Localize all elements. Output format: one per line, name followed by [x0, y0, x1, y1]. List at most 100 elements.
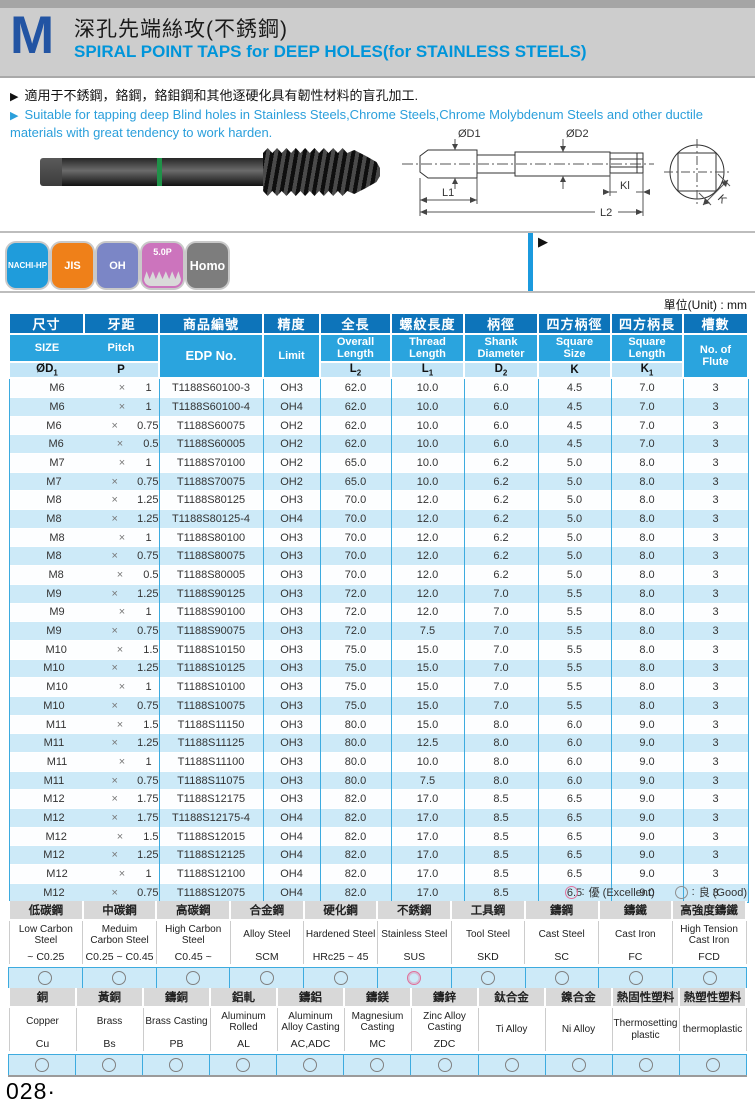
- cell-square-size: 5.0: [538, 527, 612, 547]
- times-symbol: ×: [111, 774, 118, 787]
- cell-square-size: 5.0: [538, 490, 612, 510]
- cell-shank-diameter: 7.0: [464, 695, 539, 716]
- badge-label: Homo: [189, 258, 226, 273]
- cell-edp: T1188S10100: [159, 677, 264, 697]
- size-value: M8: [46, 550, 62, 563]
- cell-edp: T1188S10125: [159, 658, 264, 678]
- col-sqsize-sym: K: [537, 360, 612, 380]
- material-name-zh: 鑄銅: [142, 988, 211, 1008]
- cell-overall-length: 80.0: [320, 752, 392, 772]
- col-pitch-sym: P: [84, 360, 160, 380]
- cell-size-pitch: M9 × 0.75: [8, 621, 160, 641]
- cell-limit: OH4: [263, 826, 321, 846]
- pitch-value: 1: [145, 606, 152, 619]
- cell-limit: OH4: [263, 396, 321, 417]
- col-threadlen-sym: L1: [390, 360, 465, 380]
- pitch-value: 1: [145, 868, 152, 881]
- material-row-code: ~ C0.25 C0.25 ~ C0.45 C0.45 ~ SCM HRc25 ~ 45…: [8, 949, 747, 964]
- cell-square-size: 5.0: [538, 565, 612, 585]
- material-code: SC: [524, 949, 599, 964]
- cell-square-size: 4.5: [538, 434, 612, 454]
- material-name-en: Alloy Steel: [229, 920, 305, 949]
- material-code: C0.45 ~: [155, 949, 231, 964]
- times-symbol: ×: [111, 662, 118, 675]
- material-code: ZDC: [410, 1036, 479, 1051]
- material-name-en: High Carbon Steel: [155, 920, 231, 949]
- cell-edp: T1188S60075: [159, 415, 264, 435]
- good-circle-icon: [705, 1057, 720, 1072]
- cell-limit: OH3: [263, 695, 321, 716]
- cell-overall-length: 62.0: [320, 378, 392, 398]
- col-pitch-zh: 牙距: [83, 312, 160, 335]
- good-circle-icon: [102, 1057, 117, 1072]
- material-table-1: 低碳鋼 中碳鋼 高碳鋼 合金鋼 硬化鋼 不銹鋼 工具鋼 鑄鋼 鑄鐵 高強度鑄鐵 Low Carbon…: [8, 901, 747, 989]
- badge-label: OH: [109, 259, 126, 272]
- cell-thread-length: 12.5: [391, 733, 465, 753]
- unit-note: 單位(Unit) : mm: [663, 298, 747, 312]
- good-circle-icon: [35, 1057, 50, 1072]
- cell-flutes: 3: [683, 565, 749, 585]
- pointer-icon: ▶: [538, 234, 548, 249]
- rating-cell: [376, 967, 452, 989]
- cell-square-length: 9.0: [611, 864, 684, 884]
- material-code: AL: [209, 1036, 278, 1051]
- cell-flutes: 3: [683, 770, 749, 790]
- cell-overall-length: 75.0: [320, 677, 392, 697]
- cell-limit: OH3: [263, 378, 321, 398]
- cell-overall-length: 75.0: [320, 639, 392, 660]
- cell-overall-length: 82.0: [320, 845, 392, 865]
- cell-size-pitch: M8 × 1: [8, 527, 160, 547]
- cell-flutes: 3: [683, 453, 749, 473]
- cell-overall-length: 72.0: [320, 583, 392, 604]
- cell-limit: OH3: [263, 770, 321, 790]
- size-value: M10: [43, 699, 65, 712]
- col-size-zh: 尺寸: [8, 312, 85, 335]
- bullet-zh: ▶ 適用于不銹鋼，鉻鋼，鉻鉬鋼和其他逐硬化具有韌性材料的盲孔加工.: [10, 87, 752, 105]
- cell-size-pitch: M12 × 1.75: [8, 808, 160, 828]
- good-circle-icon: [504, 1057, 519, 1072]
- cell-flutes: 3: [683, 639, 749, 660]
- material-name-zh: 黃銅: [75, 988, 144, 1008]
- cell-square-length: 9.0: [611, 845, 684, 865]
- cell-thread-length: 7.5: [391, 621, 465, 641]
- cell-thread-length: 12.0: [391, 527, 465, 547]
- pitch-value: 1.5: [143, 643, 159, 656]
- pitch-value: 1.25: [137, 587, 159, 600]
- times-symbol: ×: [118, 868, 126, 881]
- material-name-en: Thermosetting plastic: [611, 1007, 680, 1051]
- cell-square-length: 8.0: [611, 621, 684, 641]
- pitch-value: 0.75: [137, 625, 159, 638]
- good-circle-icon: [571, 1057, 586, 1072]
- spec-row: M11 × 1.5 T1188S11150 OH3 80.0 15.0 8.0 6.0 9.0 3: [8, 714, 749, 734]
- cell-square-size: 5.5: [538, 602, 612, 622]
- cell-shank-diameter: 8.5: [464, 789, 539, 809]
- legend-colon: :: [691, 886, 695, 898]
- material-name-zh: 不銹鋼: [376, 901, 453, 921]
- cell-thread-length: 17.0: [391, 864, 465, 884]
- cell-square-length: 9.0: [611, 714, 684, 734]
- dimension-diagram: ØD1 ØD2 L1 L2 Kl K: [402, 128, 731, 219]
- material-code: C0.25 ~ C0.45: [82, 949, 157, 964]
- cell-thread-length: 17.0: [391, 845, 465, 865]
- spec-row: M12 × 1.75 T1188S12175-4 OH4 82.0 17.0 8.5 6.5 9.…: [8, 808, 749, 828]
- material-name-zh: 合金鋼: [229, 901, 305, 921]
- bullet-marker-icon: ▶: [10, 110, 19, 122]
- cell-limit: OH3: [263, 677, 321, 697]
- cell-edp: T1188S90125: [159, 583, 264, 604]
- times-symbol: ×: [118, 606, 126, 619]
- cell-shank-diameter: 6.0: [464, 415, 539, 435]
- rating-cell: [8, 967, 83, 989]
- cell-shank-diameter: 8.5: [464, 864, 539, 884]
- cell-overall-length: 82.0: [320, 789, 392, 809]
- col-shank-zh: 柄徑: [463, 312, 539, 335]
- cell-overall-length: 82.0: [320, 826, 392, 846]
- cell-square-length: 9.0: [611, 826, 684, 846]
- material-name-en: Copper: [8, 1007, 77, 1036]
- cell-size-pitch: M6 × 0.5: [8, 434, 160, 454]
- cell-shank-diameter: 8.0: [464, 752, 539, 772]
- size-value: M7: [46, 475, 62, 488]
- spec-table: 尺寸 牙距 商品編號 精度 全長 螺紋長度 柄徑 四方柄徑 四方柄長 槽數 SI…: [8, 312, 749, 903]
- cell-flutes: 3: [683, 527, 749, 547]
- cell-flutes: 3: [683, 415, 749, 435]
- material-name-zh: 鋁軋: [209, 988, 278, 1008]
